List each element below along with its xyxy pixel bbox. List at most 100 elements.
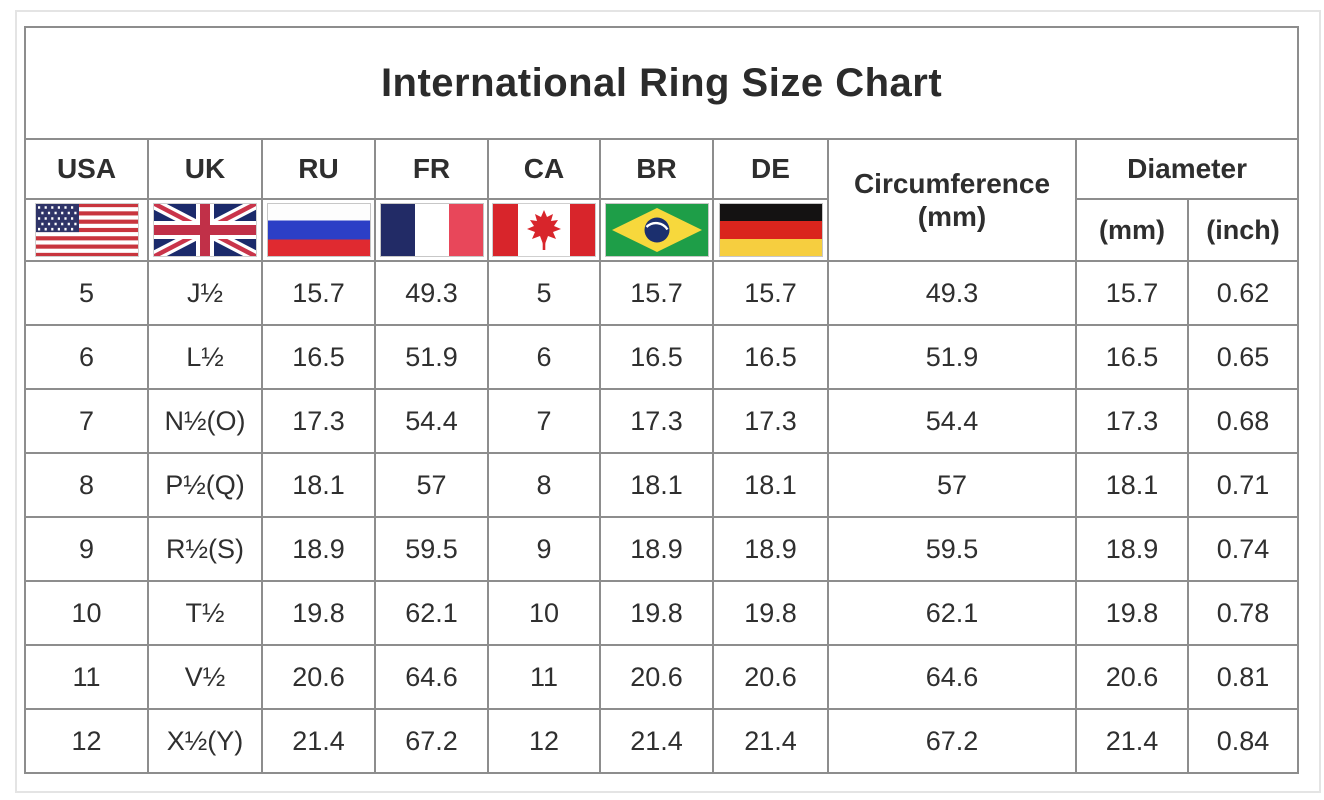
table-cell: 57	[374, 452, 489, 518]
uk-flag-icon	[153, 203, 257, 257]
table-cell: 5	[24, 260, 149, 326]
table-cell: 0.74	[1186, 516, 1300, 582]
country-header-row: USA UK RU FR CA BR DE Circumference (mm)…	[24, 138, 1300, 262]
brazil-flag-cell	[599, 198, 714, 262]
table-cell: 19.8	[712, 580, 829, 646]
table-cell: 7	[24, 388, 149, 454]
table-cell: T½	[147, 580, 263, 646]
table-cell: 54.4	[374, 388, 489, 454]
table-cell: 21.4	[261, 708, 376, 774]
table-cell: 57	[827, 452, 1077, 518]
table-cell: X½(Y)	[147, 708, 263, 774]
canada-flag-icon	[492, 203, 596, 257]
column-header-usa: USA	[24, 138, 149, 200]
table-cell: 19.8	[261, 580, 376, 646]
table-row: 8 P½(Q) 18.1 57 8 18.1 18.1 57 18.1 0.71	[24, 452, 1300, 518]
title-row: International Ring Size Chart	[23, 26, 1300, 140]
table-cell: 16.5	[712, 324, 829, 390]
table-cell: 59.5	[374, 516, 489, 582]
germany-flag-cell	[712, 198, 829, 262]
france-flag-icon	[379, 203, 484, 257]
table-cell: 62.1	[374, 580, 489, 646]
table-row: 6 L½ 16.5 51.9 6 16.5 16.5 51.9 16.5 0.65	[24, 324, 1300, 390]
table-cell: 49.3	[827, 260, 1077, 326]
table-cell: 18.9	[599, 516, 714, 582]
france-flag-cell	[374, 198, 489, 262]
usa-flag-icon	[34, 203, 139, 257]
table-cell: 5	[487, 260, 601, 326]
table-cell: 67.2	[374, 708, 489, 774]
table-cell: 54.4	[827, 388, 1077, 454]
table-row: 9 R½(S) 18.9 59.5 9 18.9 18.9 59.5 18.9 0.74	[24, 516, 1300, 582]
table-cell: 21.4	[599, 708, 714, 774]
flag-row: (mm) (inch)	[24, 198, 1300, 262]
table-cell: 15.7	[1075, 260, 1189, 326]
table-cell: 12	[487, 708, 601, 774]
table-cell: N½(O)	[147, 388, 263, 454]
table-cell: 18.1	[712, 452, 829, 518]
table-cell: 18.9	[712, 516, 829, 582]
table-cell: 64.6	[374, 644, 489, 710]
table-cell: 49.3	[374, 260, 489, 326]
table-row: 12 X½(Y) 21.4 67.2 12 21.4 21.4 67.2 21.4 0.84	[24, 708, 1300, 774]
table-cell: 16.5	[1075, 324, 1189, 390]
column-header-circumference: Circumference (mm)	[827, 138, 1077, 262]
table-cell: 9	[487, 516, 601, 582]
table-cell: 15.7	[712, 260, 829, 326]
table-cell: 6	[487, 324, 601, 390]
table-cell: 18.9	[1075, 516, 1189, 582]
table-cell: 59.5	[827, 516, 1077, 582]
table-cell: 11	[487, 644, 601, 710]
table-cell: 7	[487, 388, 601, 454]
table-cell: 20.6	[712, 644, 829, 710]
table-row: 10 T½ 19.8 62.1 10 19.8 19.8 62.1 19.8 0.78	[24, 580, 1300, 646]
table-cell: 64.6	[827, 644, 1077, 710]
table-cell: 19.8	[1075, 580, 1189, 646]
table-cell: 0.71	[1186, 452, 1300, 518]
germany-flag-icon	[718, 203, 823, 257]
ring-size-table: International Ring Size Chart USA UK RU …	[23, 26, 1300, 774]
table-cell: 0.62	[1186, 260, 1300, 326]
table-row: 11 V½ 20.6 64.6 11 20.6 20.6 64.6 20.6 0.81	[24, 644, 1300, 710]
table-cell: 17.3	[1075, 388, 1189, 454]
circumference-label: Circumference	[853, 167, 1051, 199]
table-cell: 18.1	[261, 452, 376, 518]
russia-flag-cell	[261, 198, 376, 262]
column-header-ca: CA	[487, 138, 601, 200]
table-cell: 16.5	[261, 324, 376, 390]
table-cell: 20.6	[1075, 644, 1189, 710]
circumference-unit: (mm)	[917, 201, 987, 232]
table-cell: 0.84	[1186, 708, 1300, 774]
table-cell: 21.4	[712, 708, 829, 774]
table-cell: 0.68	[1186, 388, 1300, 454]
table-cell: P½(Q)	[147, 452, 263, 518]
page-title: International Ring Size Chart	[23, 26, 1300, 140]
column-header-uk: UK	[147, 138, 263, 200]
table-cell: 17.3	[261, 388, 376, 454]
table-cell: 0.78	[1186, 580, 1300, 646]
table-cell: 20.6	[599, 644, 714, 710]
uk-flag-cell	[147, 198, 263, 262]
diameter-unit-mm: (mm)	[1075, 198, 1189, 262]
table-cell: 17.3	[599, 388, 714, 454]
column-header-br: BR	[599, 138, 714, 200]
table-cell: L½	[147, 324, 263, 390]
russia-flag-icon	[266, 203, 371, 257]
table-cell: 51.9	[374, 324, 489, 390]
table-cell: 16.5	[599, 324, 714, 390]
outer-frame	[15, 10, 1321, 793]
table-cell: 10	[487, 580, 601, 646]
table-row: 7 N½(O) 17.3 54.4 7 17.3 17.3 54.4 17.3 0.68	[24, 388, 1300, 454]
usa-flag-cell	[24, 198, 149, 262]
table-cell: 20.6	[261, 644, 376, 710]
table-cell: 18.1	[599, 452, 714, 518]
table-cell: 18.9	[261, 516, 376, 582]
table-cell: 67.2	[827, 708, 1077, 774]
table-cell: 11	[24, 644, 149, 710]
diameter-unit-inch: (inch)	[1186, 198, 1300, 262]
column-header-fr: FR	[374, 138, 489, 200]
column-header-diameter: Diameter	[1074, 138, 1300, 200]
table-cell: 10	[24, 580, 149, 646]
table-cell: J½	[147, 260, 263, 326]
